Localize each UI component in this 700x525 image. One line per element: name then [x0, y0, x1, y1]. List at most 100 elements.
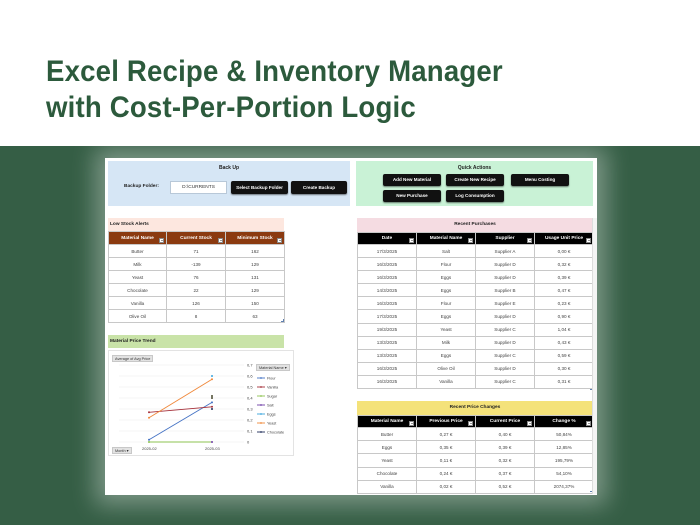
cell[interactable]: 71 — [166, 244, 226, 258]
cell[interactable]: 0,59 € — [534, 348, 594, 363]
cell[interactable]: 0,47 € — [534, 283, 594, 298]
cell[interactable]: Eggs — [416, 270, 476, 285]
filter-dropdown-icon[interactable] — [468, 237, 473, 243]
cell[interactable]: Supplier B — [475, 283, 535, 298]
cell[interactable]: Yeast — [357, 453, 417, 468]
cell[interactable]: 0,35 € — [416, 440, 476, 455]
cell[interactable]: 2074,37% — [534, 479, 594, 494]
cell[interactable]: Supplier E — [475, 296, 535, 311]
column-header-current-price[interactable]: Current Price — [475, 415, 535, 428]
column-header-change-percent[interactable]: Change % — [534, 415, 594, 428]
cell[interactable]: Olive Oil — [108, 309, 167, 323]
legend-field-button[interactable]: Material Name ▾ — [256, 364, 290, 371]
cell[interactable]: 76 — [166, 270, 226, 284]
cell[interactable]: 0,02 € — [416, 479, 476, 494]
cell[interactable]: 195,79% — [534, 453, 594, 468]
cell[interactable]: 16/3/2025 — [357, 296, 417, 311]
table-resize-handle[interactable] — [281, 319, 284, 322]
filter-dropdown-icon[interactable] — [527, 237, 532, 243]
cell[interactable]: Butter — [357, 426, 417, 442]
cell[interactable]: Chocolate — [357, 466, 417, 481]
cell[interactable]: Supplier C — [475, 348, 535, 363]
cell[interactable]: 16/3/2025 — [357, 361, 417, 376]
cell[interactable]: Flour — [416, 257, 476, 272]
price-trend-chart[interactable]: Average of Avg Price 0,7 0,6 0,5 0,4 0,3… — [108, 350, 294, 456]
cell[interactable]: 50,84% — [534, 426, 594, 442]
cell[interactable]: Eggs — [416, 283, 476, 298]
cell[interactable]: 0,43 € — [534, 335, 594, 350]
cell[interactable]: 17/3/2025 — [357, 243, 417, 259]
cell[interactable]: 162 — [225, 244, 285, 258]
cell[interactable]: Supplier D — [475, 335, 535, 350]
cell[interactable]: 0,11 € — [416, 453, 476, 468]
cell[interactable]: Butter — [108, 244, 167, 258]
cell[interactable]: 0,00 € — [534, 243, 594, 259]
cell[interactable]: Eggs — [416, 348, 476, 363]
cell[interactable]: 0,90 € — [534, 309, 594, 324]
cell[interactable]: 1,04 € — [534, 322, 594, 337]
filter-dropdown-icon[interactable] — [218, 237, 223, 243]
vertical-scrollbar[interactable] — [592, 218, 597, 494]
cell[interactable]: 129 — [225, 257, 285, 271]
cell[interactable]: Chocolate — [108, 283, 167, 297]
cell[interactable]: Supplier C — [475, 322, 535, 337]
create-backup-button[interactable]: Create Backup — [291, 181, 347, 194]
cell[interactable]: 131 — [225, 270, 285, 284]
axis-field-button[interactable]: Month ▾ — [112, 447, 132, 454]
cell[interactable]: Salt — [416, 243, 476, 259]
filter-dropdown-icon[interactable] — [277, 237, 282, 243]
cell[interactable]: 0,37 € — [475, 466, 535, 481]
filter-dropdown-icon[interactable] — [409, 420, 414, 426]
cell[interactable]: 0,27 € — [416, 426, 476, 442]
cell[interactable]: 150 — [225, 296, 285, 310]
column-header-unit-price[interactable]: Usage Unit Price — [534, 232, 594, 245]
cell[interactable]: 0,39 € — [475, 440, 535, 455]
cell[interactable]: 0,30 € — [534, 361, 594, 376]
cell[interactable]: Milk — [416, 335, 476, 350]
filter-dropdown-icon[interactable] — [159, 237, 164, 243]
cell[interactable]: Supplier D — [475, 361, 535, 376]
cell[interactable]: 12,85% — [534, 440, 594, 455]
cell[interactable]: 22 — [166, 283, 226, 297]
cell[interactable]: 16/3/2025 — [357, 374, 417, 390]
select-backup-folder-button[interactable]: Select Backup Folder — [231, 181, 288, 194]
cell[interactable]: 14/3/2025 — [357, 283, 417, 298]
column-header-supplier[interactable]: Supplier — [475, 232, 535, 245]
cell[interactable]: 0,31 € — [534, 374, 594, 390]
column-header-previous-price[interactable]: Previous Price — [416, 415, 476, 428]
cell[interactable]: Milk — [108, 257, 167, 271]
cell[interactable]: Flour — [416, 296, 476, 311]
cell[interactable]: 8 — [166, 309, 226, 323]
filter-dropdown-icon[interactable] — [527, 420, 532, 426]
cell[interactable]: 17/3/2025 — [357, 309, 417, 324]
cell[interactable]: Vanilla — [357, 479, 417, 494]
backup-folder-field[interactable]: D:\CURRENTS — [170, 181, 227, 194]
cell[interactable]: 63 — [225, 309, 285, 323]
cell[interactable]: 19/3/2025 — [357, 322, 417, 337]
create-new-recipe-button[interactable]: Create New Recipe — [446, 174, 504, 186]
filter-dropdown-icon[interactable] — [468, 420, 473, 426]
cell[interactable]: -139 — [166, 257, 226, 271]
menu-costing-button[interactable]: Menu Costing — [511, 174, 569, 186]
column-header-date[interactable]: Date — [357, 232, 417, 245]
cell[interactable]: 126 — [166, 296, 226, 310]
cell[interactable]: Vanilla — [108, 296, 167, 310]
cell[interactable]: 0,52 € — [475, 479, 535, 494]
column-header-material[interactable]: Material Name — [357, 415, 417, 428]
cell[interactable]: Eggs — [416, 309, 476, 324]
cell[interactable]: 0,32 € — [475, 453, 535, 468]
cell[interactable]: Yeast — [108, 270, 167, 284]
cell[interactable]: 13/3/2025 — [357, 335, 417, 350]
cell[interactable]: Yeast — [416, 322, 476, 337]
cell[interactable]: 54,10% — [534, 466, 594, 481]
cell[interactable]: 0,40 € — [475, 426, 535, 442]
column-header-material[interactable]: Material Name — [108, 231, 167, 245]
column-header-minimum-stock[interactable]: Minimum Stock — [225, 231, 285, 245]
cell[interactable]: Supplier A — [475, 243, 535, 259]
cell[interactable]: 16/3/2025 — [357, 270, 417, 285]
cell[interactable]: 0,24 € — [416, 466, 476, 481]
cell[interactable]: 0,32 € — [534, 257, 594, 272]
cell[interactable]: 16/3/2025 — [357, 257, 417, 272]
new-purchase-button[interactable]: New Purchase — [383, 190, 441, 202]
cell[interactable]: 0,39 € — [534, 270, 594, 285]
